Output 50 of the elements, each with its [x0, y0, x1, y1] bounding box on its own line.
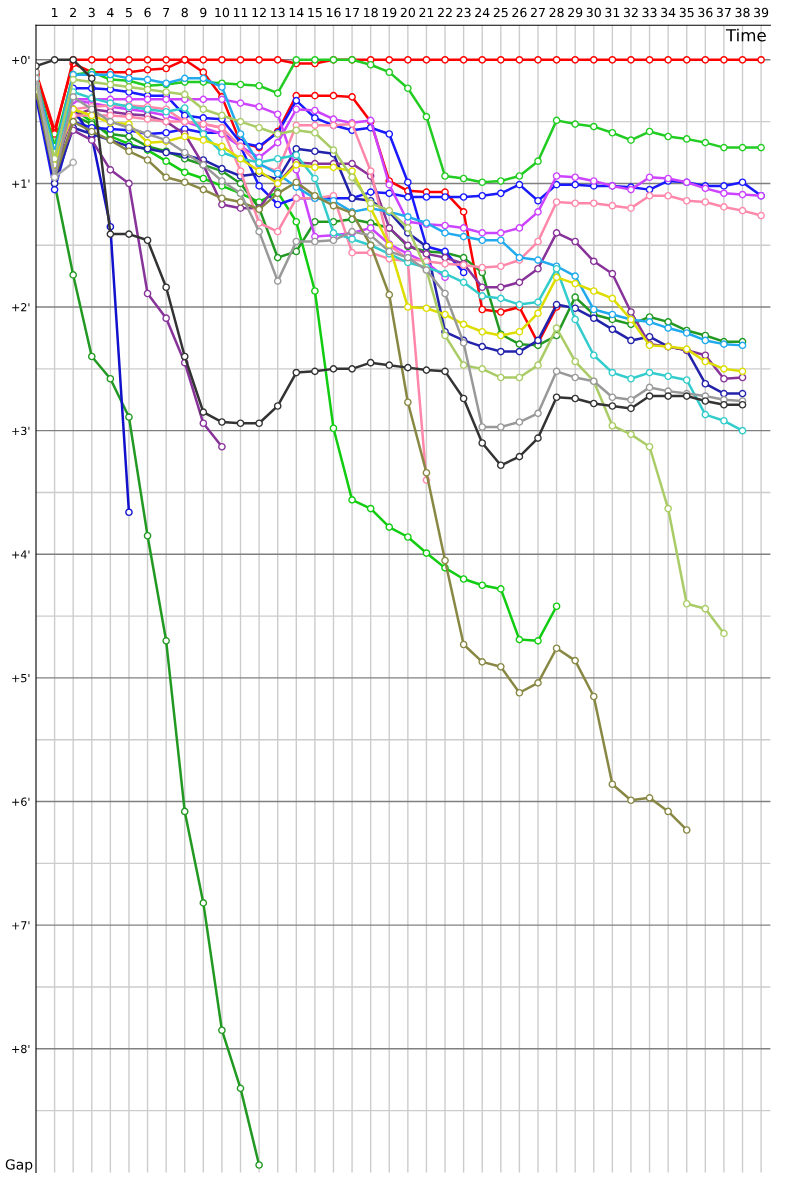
x-tick-label: 5: [125, 7, 132, 18]
x-tick-label: 3: [88, 7, 95, 18]
y-tick-label: +8': [12, 1044, 30, 1054]
y-axis-title: Gap: [5, 1159, 33, 1173]
y-tick-label: +4': [12, 550, 30, 559]
x-tick-label: 39: [754, 7, 769, 18]
y-tick-label: +3': [12, 426, 30, 436]
x-tick-label: 20: [400, 7, 415, 18]
x-tick-label: 4: [107, 7, 114, 18]
x-tick-label: 7: [163, 7, 170, 18]
x-tick-label: 30: [586, 7, 601, 18]
x-tick-label: 25: [493, 7, 508, 18]
x-tick-label: 35: [679, 7, 694, 18]
y-tick-label: +1': [12, 179, 30, 188]
y-tick-label: +2': [12, 303, 30, 312]
y-tick-label: +5': [12, 674, 30, 683]
x-tick-label: 1: [51, 7, 58, 18]
x-tick-label: 22: [438, 7, 452, 18]
x-tick-label: 12: [252, 7, 266, 18]
x-tick-label: 6: [144, 7, 151, 18]
x-tick-label: 36: [698, 7, 713, 18]
x-tick-label: 8: [181, 7, 188, 18]
x-tick-label: 24: [475, 7, 490, 18]
x-tick-label: 37: [716, 7, 731, 18]
x-tick-label: 15: [308, 7, 322, 18]
x-tick-label: 23: [456, 7, 471, 18]
y-tick-label: +7': [12, 921, 30, 930]
x-tick-label: 16: [326, 7, 341, 18]
x-tick-label: 19: [382, 7, 397, 18]
x-axis-title: Time: [725, 28, 766, 42]
x-tick-label: 33: [642, 7, 657, 18]
y-tick-label: +0': [12, 55, 30, 65]
x-tick-label: 17: [345, 7, 359, 18]
x-tick-label: 34: [661, 7, 676, 18]
x-tick-label: 28: [549, 7, 564, 18]
x-tick-label: 2: [70, 7, 76, 18]
y-tick-label: +6': [12, 797, 30, 806]
x-tick-label: 38: [735, 7, 750, 18]
x-tick-label: 26: [512, 7, 527, 18]
x-tick-label: 9: [200, 7, 207, 18]
x-tick-label: 27: [530, 7, 545, 18]
x-tick-label: 14: [289, 7, 304, 18]
x-tick-label: 18: [364, 7, 378, 18]
x-tick-label: 13: [271, 7, 285, 18]
x-tick-label: 11: [233, 7, 248, 18]
x-tick-label: 32: [623, 7, 638, 18]
x-tick-label: 29: [568, 7, 583, 18]
x-tick-label: 31: [605, 7, 620, 18]
x-tick-label: 21: [419, 7, 434, 18]
x-tick-label: 10: [215, 7, 230, 18]
